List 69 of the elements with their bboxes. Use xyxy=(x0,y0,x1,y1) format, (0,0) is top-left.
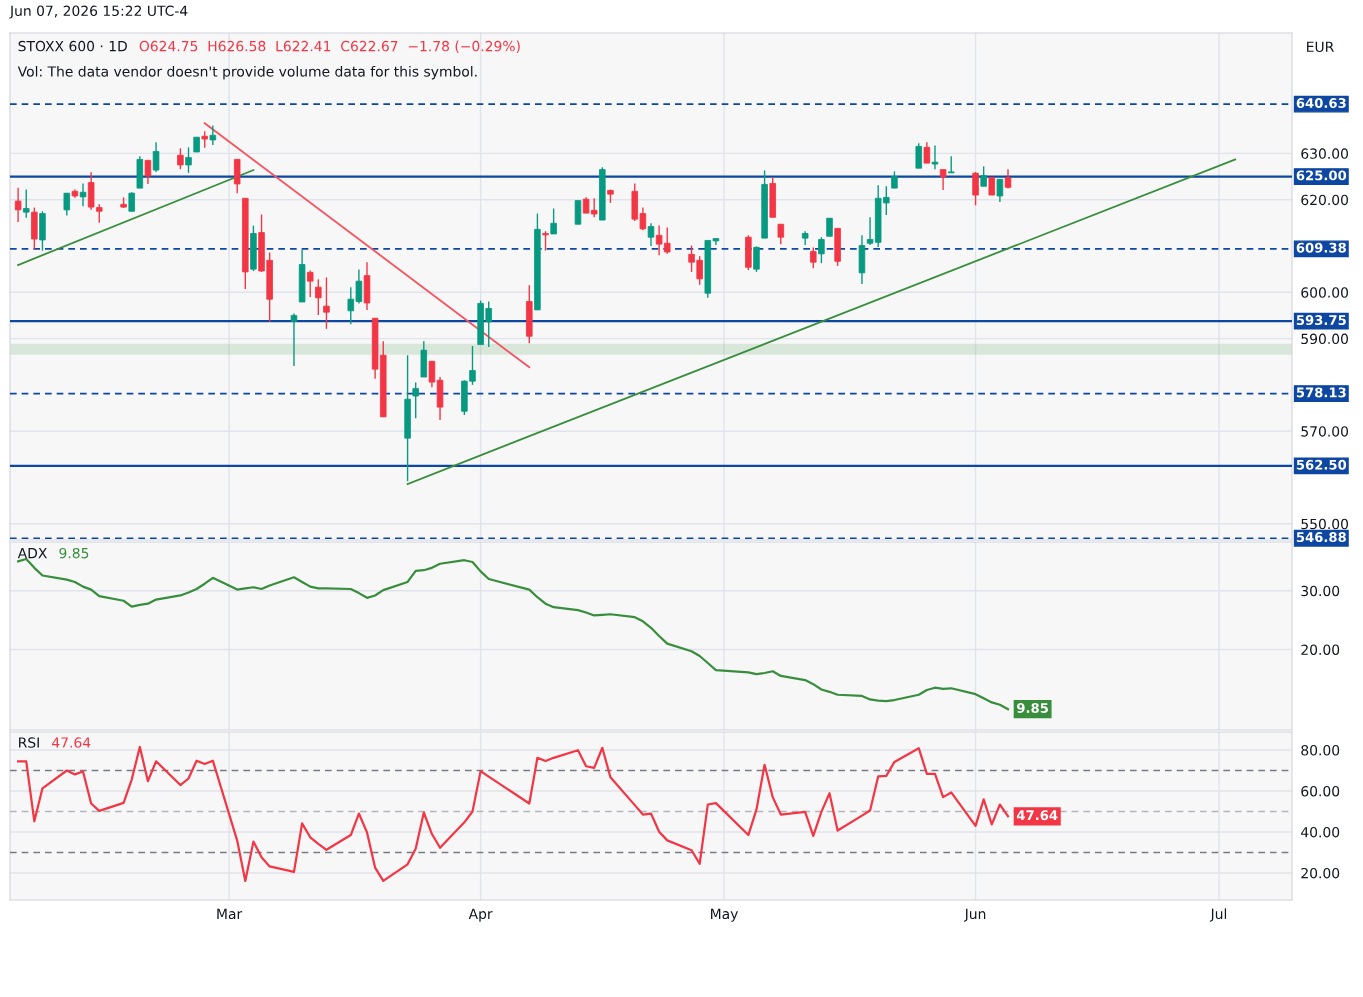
annotation: 9.85 xyxy=(59,547,89,559)
x-tick-label: Jul xyxy=(1209,908,1227,922)
text: Jun 07, 2026 15:22 UTC-4 xyxy=(9,5,188,19)
ref-line-label: 546.88 xyxy=(1296,532,1346,543)
candlestick xyxy=(915,142,923,169)
candlestick xyxy=(647,222,655,247)
series-label: RSI xyxy=(19,737,39,748)
candlestick xyxy=(177,147,184,170)
y-tick-label: 20.00 xyxy=(1301,867,1340,879)
ref-line-label: 625.00 xyxy=(1296,170,1347,181)
y-tick-label: 620.00 xyxy=(1301,194,1349,206)
y-tick-label: 60.00 xyxy=(1301,785,1340,797)
candlestick xyxy=(980,165,987,187)
text: EUR xyxy=(1307,41,1334,53)
candlestick xyxy=(1004,168,1012,190)
x-tick-label: Mar xyxy=(217,908,243,920)
y-tick-label: 590.00 xyxy=(1301,333,1349,345)
candlestick xyxy=(939,168,947,191)
candlestick xyxy=(144,159,152,185)
candlestick xyxy=(290,312,298,367)
ref-line-label: 578.13 xyxy=(1296,387,1346,398)
y-tick-label: 20.00 xyxy=(1301,644,1340,655)
ref-line-label: 640.63 xyxy=(1296,98,1346,108)
candlestick xyxy=(550,207,557,235)
ref-line-label: 562.50 xyxy=(1296,459,1347,470)
candlestick xyxy=(323,276,330,330)
candlestick xyxy=(152,141,160,173)
candlestick xyxy=(574,199,582,225)
candlestick xyxy=(79,182,87,207)
candlestick xyxy=(542,230,549,252)
data-label: 47.64 xyxy=(1016,810,1058,821)
candlestick xyxy=(306,269,314,298)
line-series xyxy=(17,557,1010,711)
chart-title: STOXX 600 · 1D xyxy=(18,40,127,52)
data-label: 9.85 xyxy=(1017,702,1048,713)
x-tick-label: Jun xyxy=(963,908,986,922)
candlestick xyxy=(923,141,931,164)
y-tick-label: 570.00 xyxy=(1301,426,1349,437)
candlestick xyxy=(777,223,785,245)
candlestick xyxy=(818,236,825,264)
candlestick xyxy=(22,188,30,219)
annotation: 47.64 xyxy=(52,737,91,748)
candlestick xyxy=(996,178,1004,203)
x-tick-label: Apr xyxy=(468,908,493,922)
y-tick-label: 550.00 xyxy=(1301,518,1349,530)
annotation: Vol: The data vendor doesn't provide volume data for this symbol. xyxy=(17,65,477,80)
candlestick xyxy=(14,186,22,223)
y-tick-label: 40.00 xyxy=(1301,826,1340,838)
candlestick xyxy=(931,144,939,170)
y-tick-label: 30.00 xyxy=(1301,585,1340,597)
x-tick-label: May xyxy=(711,908,738,922)
candlestick xyxy=(428,360,436,388)
ref-line-label: 593.75 xyxy=(1296,315,1346,326)
candlestick xyxy=(412,381,419,419)
series-label: ADX xyxy=(17,548,47,559)
candlestick xyxy=(826,217,833,237)
y-tick-label: 600.00 xyxy=(1301,287,1349,298)
candlestick xyxy=(315,278,322,316)
candlestick xyxy=(128,191,135,212)
candlestick xyxy=(810,246,817,269)
annotation: O624.75 H626.58 L622.41 C622.67 −1.78 (−0.29%) xyxy=(139,40,520,53)
ref-line-label: 609.38 xyxy=(1296,242,1346,253)
y-tick-label: 630.00 xyxy=(1301,148,1349,159)
candlestick xyxy=(753,245,760,273)
candlestick xyxy=(63,192,71,217)
candlestick xyxy=(209,124,217,146)
candlestick xyxy=(185,146,192,174)
y-tick-label: 80.00 xyxy=(1301,745,1340,756)
candlestick xyxy=(972,171,979,206)
